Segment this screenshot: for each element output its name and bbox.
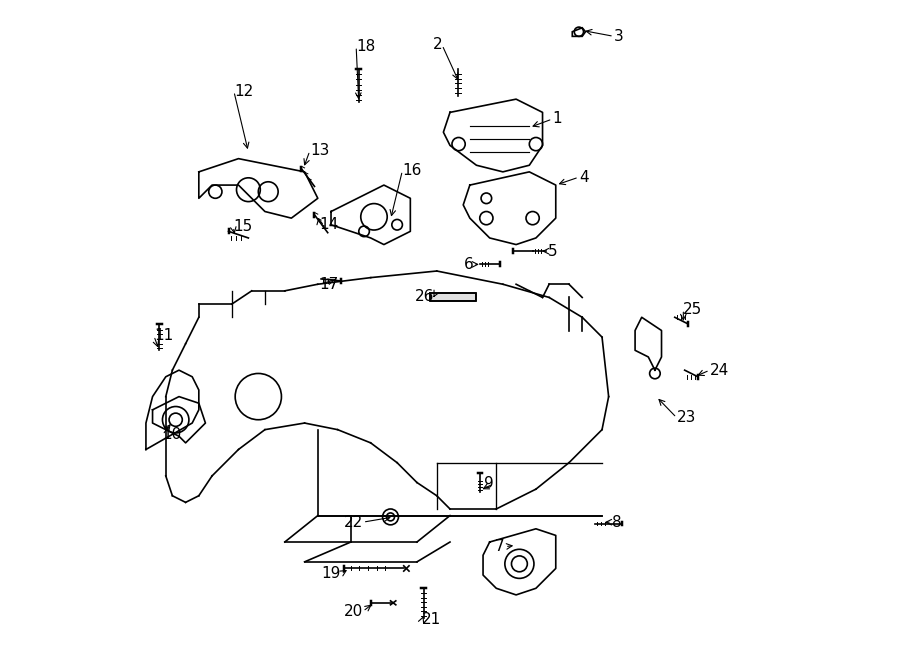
Text: 10: 10 [163,428,182,442]
Text: 25: 25 [683,302,703,317]
Text: 18: 18 [356,39,375,54]
Text: 21: 21 [422,612,442,627]
Text: 16: 16 [402,163,422,178]
Text: 6: 6 [464,257,473,272]
Text: 24: 24 [710,363,729,377]
Text: 12: 12 [234,84,253,98]
Text: 2: 2 [432,38,442,52]
Text: 11: 11 [154,329,173,343]
Polygon shape [430,293,476,301]
Text: 1: 1 [553,112,562,126]
Text: 22: 22 [344,515,363,529]
Text: 5: 5 [548,244,557,258]
Text: 4: 4 [579,170,589,184]
Text: 17: 17 [320,277,339,292]
Text: 26: 26 [415,289,434,303]
Text: 3: 3 [614,29,624,44]
Text: 8: 8 [612,515,622,529]
Text: 9: 9 [484,477,493,491]
Text: 23: 23 [677,410,696,425]
Text: 20: 20 [344,604,363,619]
Text: 14: 14 [320,217,339,232]
Text: 13: 13 [310,143,329,158]
Text: 19: 19 [321,566,341,581]
Text: 7: 7 [495,539,505,554]
Text: 15: 15 [233,219,252,234]
